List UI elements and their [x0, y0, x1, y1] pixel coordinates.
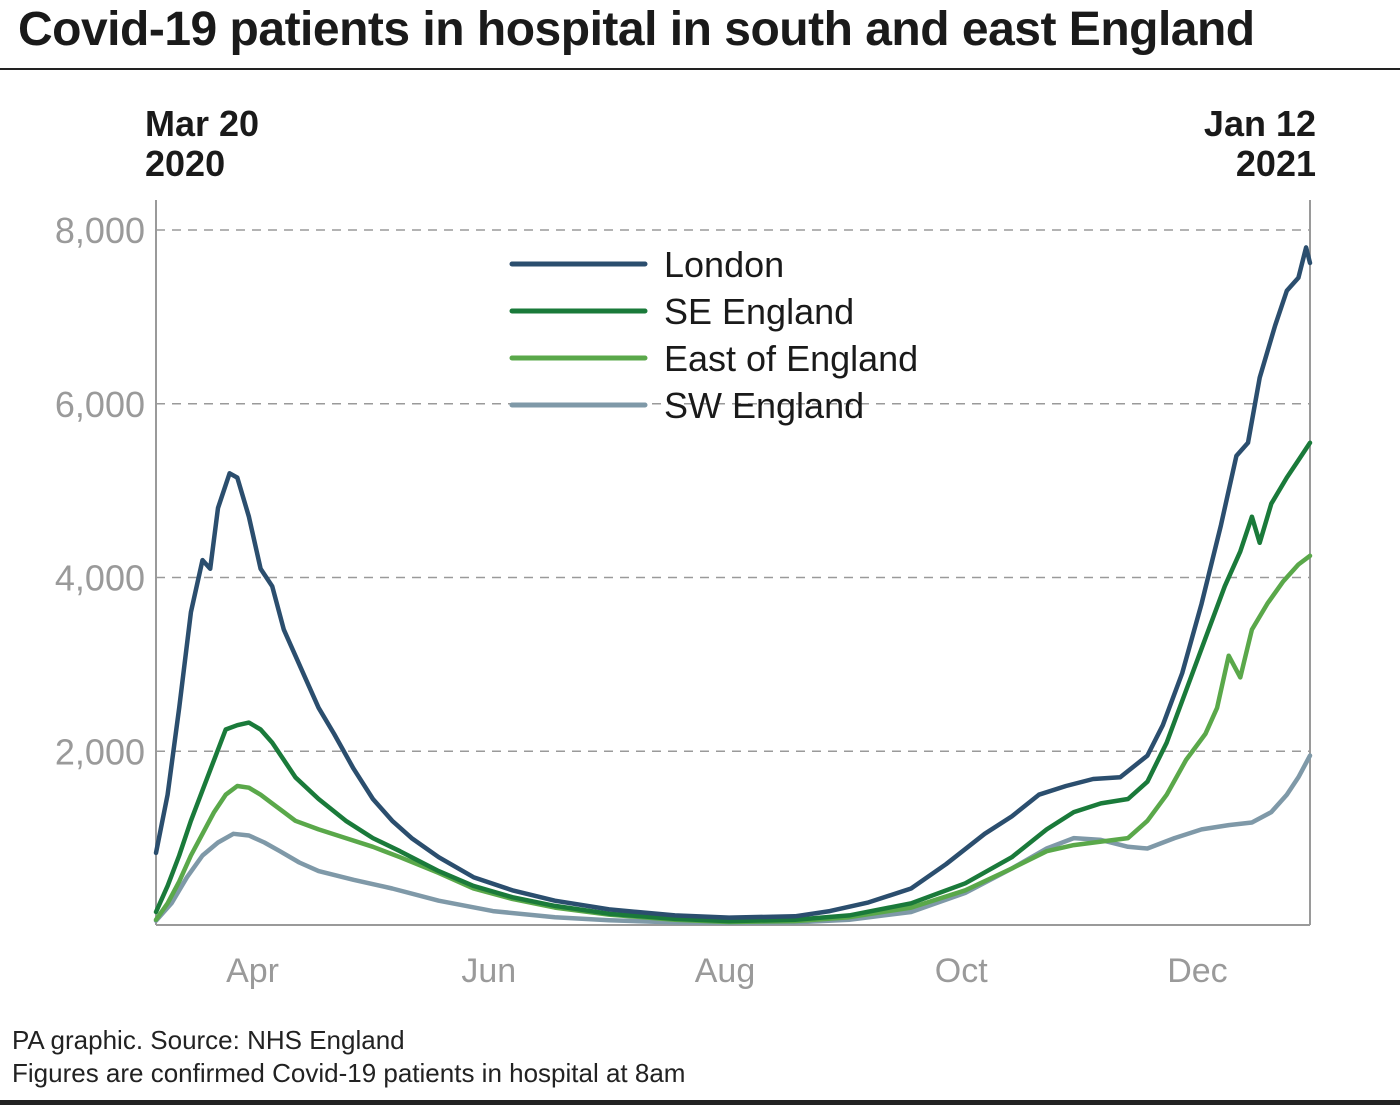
series-line-se-england	[153, 440, 1313, 924]
start-date-day: Mar 20	[145, 103, 260, 144]
legend-label-east-of-england: East of England	[664, 338, 918, 379]
line-chart: 2,000 4,000 6,000 8,000 Apr Jun Aug Oct Dec Londo…	[55, 200, 1313, 990]
legend-label-london: London	[664, 244, 784, 285]
y-tick-label: 2,000	[55, 731, 145, 772]
series-line-sw-england	[153, 753, 1313, 926]
footer-note: Figures are confirmed Covid-19 patients …	[12, 1058, 686, 1088]
y-tick-label: 8,000	[55, 210, 145, 251]
y-tick-label: 4,000	[55, 558, 145, 599]
series-line-east-of-england	[153, 553, 1313, 925]
end-date-year: 2021	[1235, 143, 1316, 184]
end-date-day: Jan 12	[1203, 103, 1316, 144]
x-tick-label: Apr	[226, 952, 279, 990]
series-line-london	[153, 245, 1313, 920]
bottom-rule	[0, 1100, 1400, 1105]
start-date-label: Mar 20 2020	[145, 104, 259, 184]
x-tick-label: Dec	[1167, 952, 1227, 990]
y-tick-label: 6,000	[55, 384, 145, 425]
start-date-year: 2020	[145, 143, 226, 184]
legend-label-se-england: SE England	[664, 291, 854, 332]
title-divider	[0, 68, 1400, 70]
footer-source: PA graphic. Source: NHS England	[12, 1025, 405, 1055]
legend-label-sw-england: SW England	[664, 385, 864, 426]
footer: PA graphic. Source: NHS England Figures …	[12, 1024, 685, 1090]
x-tick-label: Oct	[935, 952, 988, 990]
x-tick-label: Jun	[461, 952, 516, 990]
x-tick-label: Aug	[695, 952, 756, 990]
end-date-label: Jan 12 2021	[1204, 104, 1316, 184]
chart-title: Covid-19 patients in hospital in south a…	[18, 3, 1255, 56]
